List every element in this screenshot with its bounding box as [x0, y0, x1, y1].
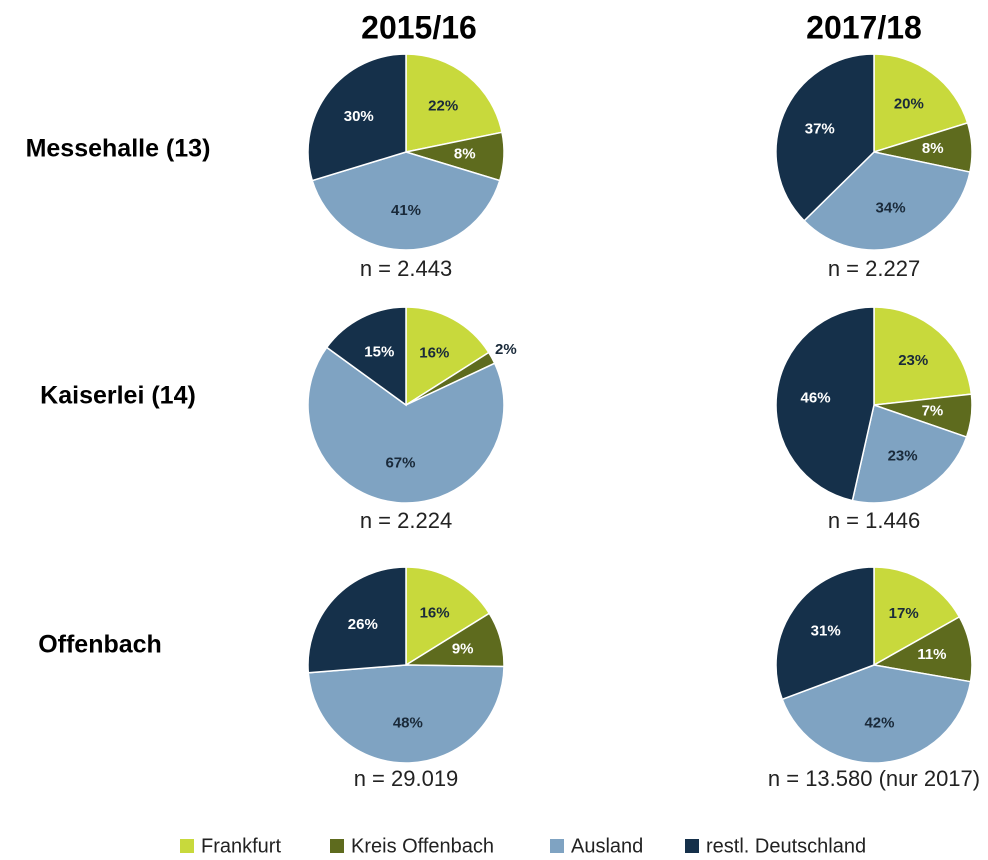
- row-label: Offenbach: [38, 631, 162, 659]
- column-header: 2015/16: [361, 9, 477, 45]
- pie-slice: [307, 53, 407, 182]
- sample-size: n = 2.443: [360, 256, 452, 281]
- legend-swatch: [685, 839, 699, 853]
- pie-slice: [775, 566, 875, 701]
- legend-swatch: [330, 839, 344, 853]
- pie-slice: [405, 53, 503, 153]
- slice-label: 37%: [805, 120, 835, 137]
- row-label: Messehalle (13): [26, 135, 211, 163]
- slice-label: 22%: [428, 97, 458, 114]
- sample-size: n = 2.224: [360, 508, 452, 533]
- pie-slice: [775, 306, 875, 502]
- slice-label: 30%: [344, 108, 374, 125]
- pie-slice: [873, 566, 961, 667]
- row-label: Kaiserlei (14): [40, 382, 196, 410]
- slice-label: 31%: [811, 622, 841, 639]
- column-header: 2017/18: [806, 9, 922, 45]
- slice-label: 20%: [894, 96, 924, 113]
- pie-slice: [775, 53, 875, 222]
- slice-label: 41%: [391, 202, 421, 219]
- slice-label: 23%: [898, 352, 928, 369]
- pie-slice: [311, 151, 501, 251]
- pie-slice: [871, 615, 973, 683]
- pie-slice: [873, 53, 969, 154]
- sample-size: n = 2.227: [828, 256, 920, 281]
- legend-label: Frankfurt: [201, 835, 281, 857]
- pie-slice: [851, 404, 968, 504]
- pie-slice: [307, 664, 505, 764]
- slice-label: 26%: [348, 616, 378, 633]
- slice-label: 34%: [876, 199, 906, 216]
- legend-label: restl. Deutschland: [706, 835, 866, 857]
- slice-label: 7%: [922, 402, 944, 419]
- slice-label: 16%: [419, 344, 449, 361]
- sample-size: n = 13.580 (nur 2017): [768, 766, 980, 791]
- pie-slice: [325, 306, 407, 407]
- slice-label: 9%: [452, 640, 474, 657]
- slice-label: 2%: [495, 341, 517, 358]
- slice-label: 23%: [888, 447, 918, 464]
- legend-label: Kreis Offenbach: [351, 835, 494, 857]
- legend-label: Ausland: [571, 835, 643, 857]
- slice-label: 16%: [420, 605, 450, 622]
- pie-slice: [781, 664, 972, 764]
- pie-slice: [307, 346, 505, 504]
- slice-label: 46%: [801, 389, 831, 406]
- legend-swatch: [550, 839, 564, 853]
- sample-size: n = 29.019: [354, 766, 459, 791]
- slice-label: 11%: [917, 646, 946, 663]
- pie-slice: [405, 306, 490, 407]
- slice-label: 67%: [385, 455, 415, 472]
- slice-label: 15%: [364, 344, 394, 361]
- slice-label: 17%: [889, 605, 919, 622]
- slice-label: 42%: [864, 715, 894, 732]
- sample-size: n = 1.446: [828, 508, 920, 533]
- slice-label: 48%: [393, 715, 423, 732]
- legend-swatch: [180, 839, 194, 853]
- pie-slice: [873, 306, 973, 406]
- slice-label: 8%: [922, 140, 944, 157]
- pie-slice: [405, 566, 491, 667]
- pie-slice: [307, 566, 407, 674]
- slice-label: 8%: [454, 146, 476, 163]
- pie-slice: [803, 151, 971, 251]
